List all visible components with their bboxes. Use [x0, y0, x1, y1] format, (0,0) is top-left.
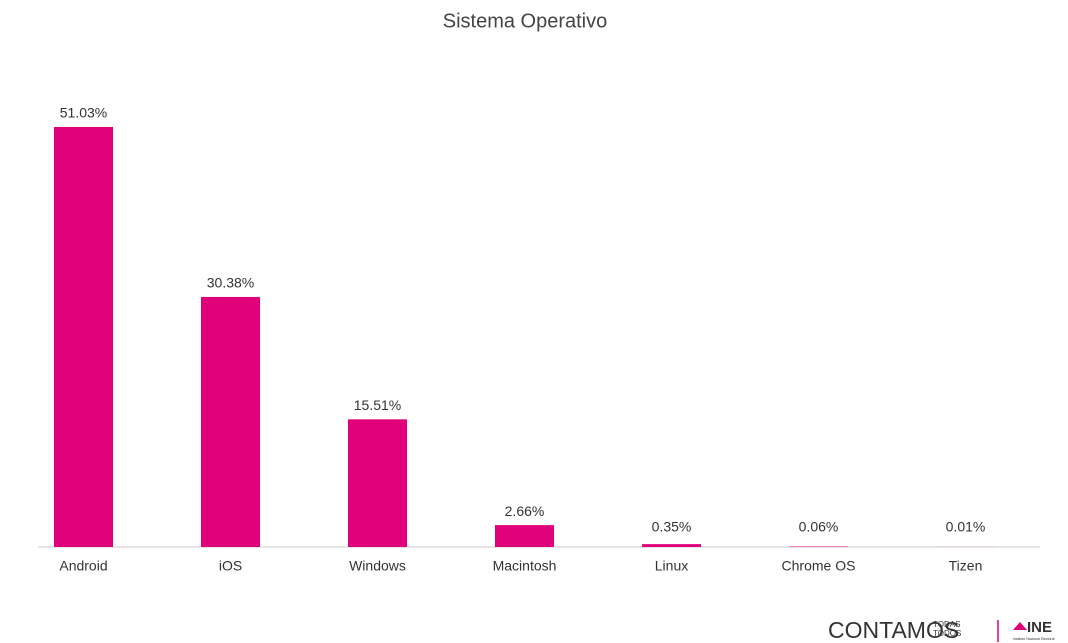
- logo-icon: [1013, 622, 1027, 630]
- chart-title: Sistema Operativo: [443, 10, 608, 32]
- bar: [495, 525, 554, 547]
- bar: [348, 419, 407, 547]
- footer-top: TODAS: [933, 620, 960, 629]
- x-tick-label: Macintosh: [493, 558, 557, 574]
- x-tick-label: Android: [59, 558, 107, 574]
- footer-brand: CONTAMOS: [828, 617, 959, 643]
- value-label: 2.66%: [505, 503, 545, 519]
- value-label: 0.35%: [652, 519, 692, 535]
- x-tick-label: Tizen: [949, 558, 983, 574]
- bar: [642, 544, 701, 547]
- x-tick-label: Windows: [349, 558, 406, 574]
- footer-logo: INE: [1027, 619, 1052, 636]
- x-tick-label: Linux: [655, 558, 688, 574]
- x-tick-label: iOS: [219, 558, 242, 574]
- footer-logo-sub: Instituto Nacional Electoral: [1013, 637, 1055, 641]
- x-tick-label: Chrome OS: [782, 558, 856, 574]
- footer: CONTAMOS TODAS TODOS INE Instituto Nacio…: [828, 617, 1055, 643]
- footer-bottom: TODOS: [933, 629, 961, 638]
- value-label: 0.06%: [799, 519, 839, 535]
- value-label: 30.38%: [207, 275, 254, 291]
- value-label: 0.01%: [946, 519, 986, 535]
- bar: [201, 296, 260, 547]
- value-label: 15.51%: [354, 397, 401, 413]
- value-label: 51.03%: [60, 105, 107, 121]
- bar: [54, 127, 113, 547]
